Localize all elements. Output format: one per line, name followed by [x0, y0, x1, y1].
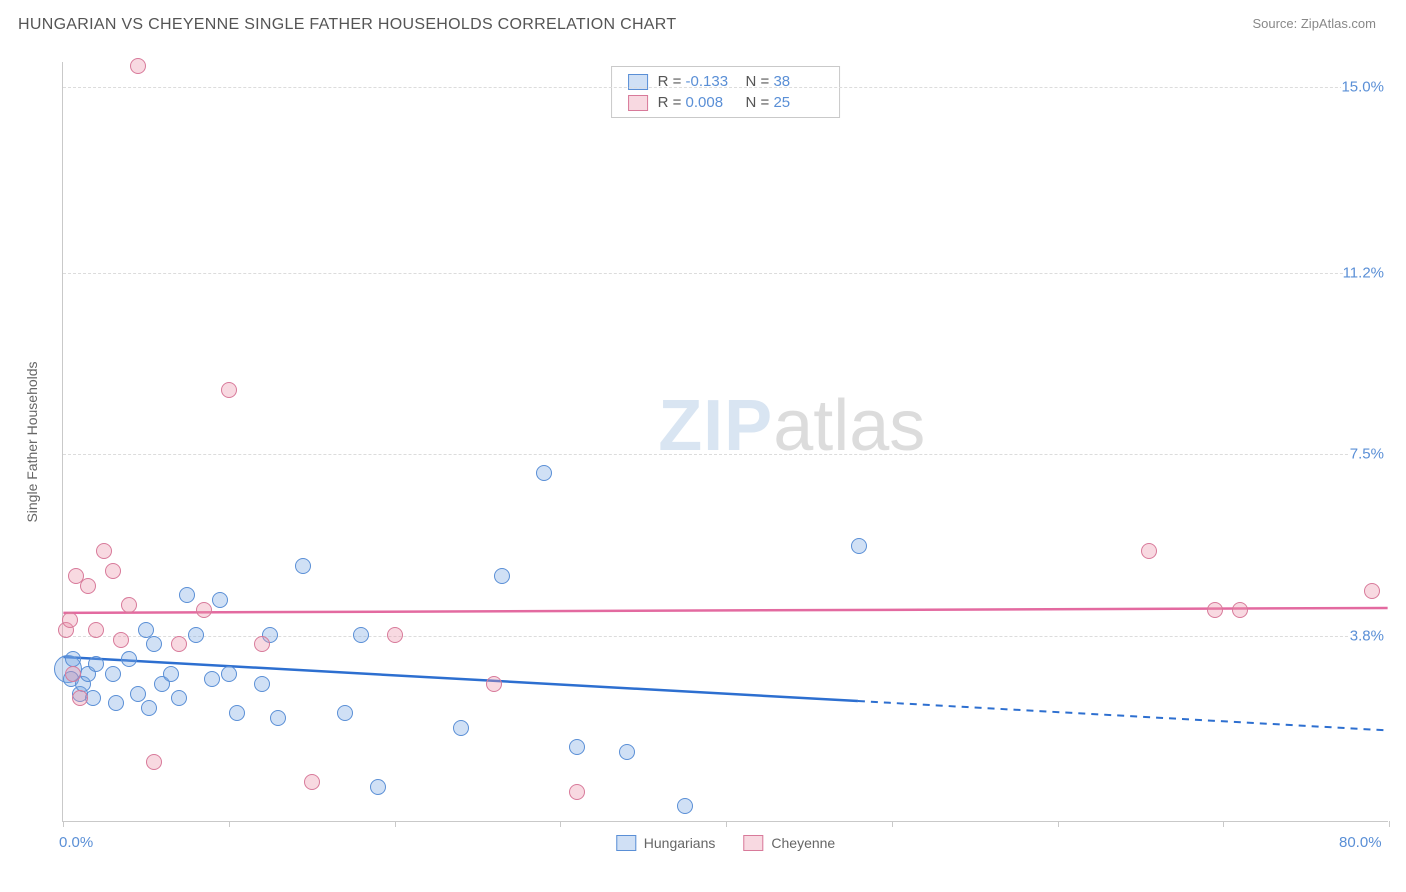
- trendline-solid: [63, 608, 1387, 613]
- data-point: [108, 695, 124, 711]
- data-point: [1364, 583, 1380, 599]
- gridline: [63, 273, 1388, 274]
- data-point: [254, 676, 270, 692]
- series-legend: Hungarians Cheyenne: [616, 835, 835, 851]
- y-axis-title: Single Father Households: [24, 361, 40, 522]
- x-tick: [229, 821, 230, 827]
- data-point: [88, 656, 104, 672]
- data-point: [337, 705, 353, 721]
- data-point: [163, 666, 179, 682]
- data-point: [221, 382, 237, 398]
- legend-swatch: [628, 95, 648, 111]
- x-tick: [1058, 821, 1059, 827]
- data-point: [62, 612, 78, 628]
- stat-n-label: N = 25: [746, 94, 824, 111]
- x-tick: [395, 821, 396, 827]
- y-tick-label: 3.8%: [1350, 627, 1390, 644]
- data-point: [188, 627, 204, 643]
- data-point: [130, 58, 146, 74]
- y-tick-label: 7.5%: [1350, 446, 1390, 463]
- data-point: [1141, 543, 1157, 559]
- data-point: [295, 558, 311, 574]
- data-point: [121, 651, 137, 667]
- data-point: [196, 602, 212, 618]
- data-point: [387, 627, 403, 643]
- data-point: [65, 666, 81, 682]
- data-point: [486, 676, 502, 692]
- data-point: [851, 538, 867, 554]
- data-point: [619, 744, 635, 760]
- x-tick-label: 0.0%: [59, 834, 93, 851]
- data-point: [105, 666, 121, 682]
- data-point: [536, 465, 552, 481]
- data-point: [1207, 602, 1223, 618]
- legend-swatch: [616, 835, 636, 851]
- stats-row: R = 0.008 N = 25: [612, 92, 840, 113]
- data-point: [1232, 602, 1248, 618]
- data-point: [88, 622, 104, 638]
- stat-r-label: R = 0.008: [658, 94, 736, 111]
- data-point: [353, 627, 369, 643]
- data-point: [212, 592, 228, 608]
- y-tick-label: 15.0%: [1341, 78, 1390, 95]
- gridline: [63, 87, 1388, 88]
- stats-row: R = -0.133N = 38: [612, 71, 840, 92]
- gridline: [63, 454, 1388, 455]
- legend-label: Cheyenne: [771, 835, 835, 851]
- legend-label: Hungarians: [644, 835, 716, 851]
- data-point: [80, 578, 96, 594]
- source-attribution: Source: ZipAtlas.com: [1252, 16, 1376, 31]
- data-point: [141, 700, 157, 716]
- legend-item: Hungarians: [616, 835, 716, 851]
- data-point: [304, 774, 320, 790]
- data-point: [569, 784, 585, 800]
- x-tick: [892, 821, 893, 827]
- data-point: [453, 720, 469, 736]
- data-point: [121, 597, 137, 613]
- scatter-plot-area: ZIPatlas R = -0.133N = 38R = 0.008N = 25…: [62, 62, 1388, 822]
- data-point: [494, 568, 510, 584]
- data-point: [270, 710, 286, 726]
- data-point: [179, 587, 195, 603]
- source-link[interactable]: ZipAtlas.com: [1301, 16, 1376, 31]
- data-point: [146, 754, 162, 770]
- chart-title: HUNGARIAN VS CHEYENNE SINGLE FATHER HOUS…: [18, 16, 676, 34]
- x-tick: [1389, 821, 1390, 827]
- x-tick: [726, 821, 727, 827]
- data-point: [72, 690, 88, 706]
- data-point: [65, 651, 81, 667]
- trendline-dashed: [858, 701, 1388, 730]
- data-point: [677, 798, 693, 814]
- data-point: [96, 543, 112, 559]
- chart-container: Single Father Households ZIPatlas R = -0…: [18, 62, 1388, 822]
- x-tick: [560, 821, 561, 827]
- data-point: [130, 686, 146, 702]
- data-point: [254, 636, 270, 652]
- data-point: [204, 671, 220, 687]
- legend-item: Cheyenne: [743, 835, 835, 851]
- data-point: [370, 779, 386, 795]
- data-point: [138, 622, 154, 638]
- x-tick: [63, 821, 64, 827]
- stats-legend-box: R = -0.133N = 38 R = 0.008 N = 25: [611, 66, 841, 118]
- x-tick: [1223, 821, 1224, 827]
- x-tick-label: 80.0%: [1339, 834, 1382, 851]
- data-point: [105, 563, 121, 579]
- data-point: [171, 636, 187, 652]
- y-tick-label: 11.2%: [1343, 264, 1390, 281]
- data-point: [146, 636, 162, 652]
- data-point: [171, 690, 187, 706]
- data-point: [113, 632, 129, 648]
- data-point: [569, 739, 585, 755]
- trendlines-svg: [63, 62, 1388, 821]
- data-point: [229, 705, 245, 721]
- data-point: [221, 666, 237, 682]
- legend-swatch: [743, 835, 763, 851]
